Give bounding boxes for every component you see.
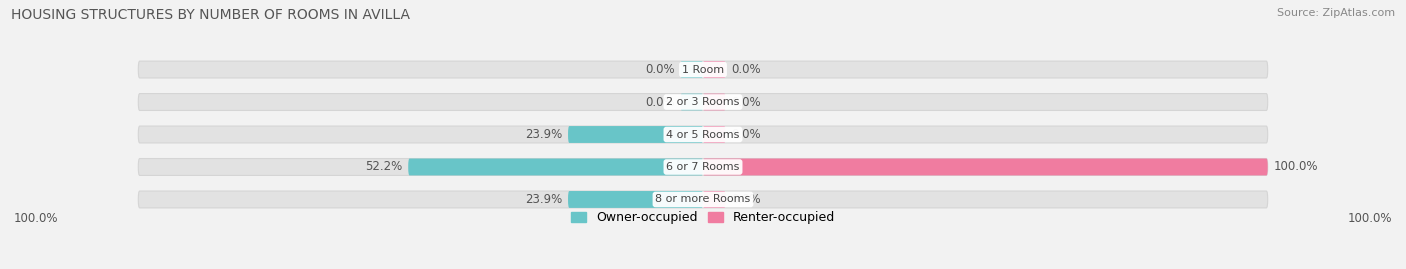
Text: 0.0%: 0.0% [731,128,761,141]
Text: 2 or 3 Rooms: 2 or 3 Rooms [666,97,740,107]
FancyBboxPatch shape [138,191,1268,208]
Text: HOUSING STRUCTURES BY NUMBER OF ROOMS IN AVILLA: HOUSING STRUCTURES BY NUMBER OF ROOMS IN… [11,8,411,22]
FancyBboxPatch shape [138,158,1268,175]
FancyBboxPatch shape [408,158,703,175]
FancyBboxPatch shape [568,191,703,208]
Text: 1 Room: 1 Room [682,65,724,75]
FancyBboxPatch shape [138,126,1268,143]
FancyBboxPatch shape [703,158,1268,175]
Text: 6 or 7 Rooms: 6 or 7 Rooms [666,162,740,172]
Text: 52.2%: 52.2% [366,161,402,174]
Text: 23.9%: 23.9% [524,128,562,141]
Text: 0.0%: 0.0% [645,95,675,108]
Text: 100.0%: 100.0% [1274,161,1317,174]
FancyBboxPatch shape [138,61,1268,78]
FancyBboxPatch shape [681,94,703,111]
FancyBboxPatch shape [703,191,725,208]
FancyBboxPatch shape [568,126,703,143]
Text: 4 or 5 Rooms: 4 or 5 Rooms [666,129,740,140]
Text: 0.0%: 0.0% [645,63,675,76]
FancyBboxPatch shape [138,94,1268,111]
Text: 100.0%: 100.0% [14,213,59,225]
FancyBboxPatch shape [681,61,703,78]
Text: 0.0%: 0.0% [731,193,761,206]
FancyBboxPatch shape [703,94,725,111]
Legend: Owner-occupied, Renter-occupied: Owner-occupied, Renter-occupied [568,208,838,228]
Text: Source: ZipAtlas.com: Source: ZipAtlas.com [1277,8,1395,18]
Text: 23.9%: 23.9% [524,193,562,206]
Text: 0.0%: 0.0% [731,95,761,108]
FancyBboxPatch shape [703,61,725,78]
Text: 8 or more Rooms: 8 or more Rooms [655,194,751,204]
FancyBboxPatch shape [703,126,725,143]
Text: 0.0%: 0.0% [731,63,761,76]
Text: 100.0%: 100.0% [1347,213,1392,225]
